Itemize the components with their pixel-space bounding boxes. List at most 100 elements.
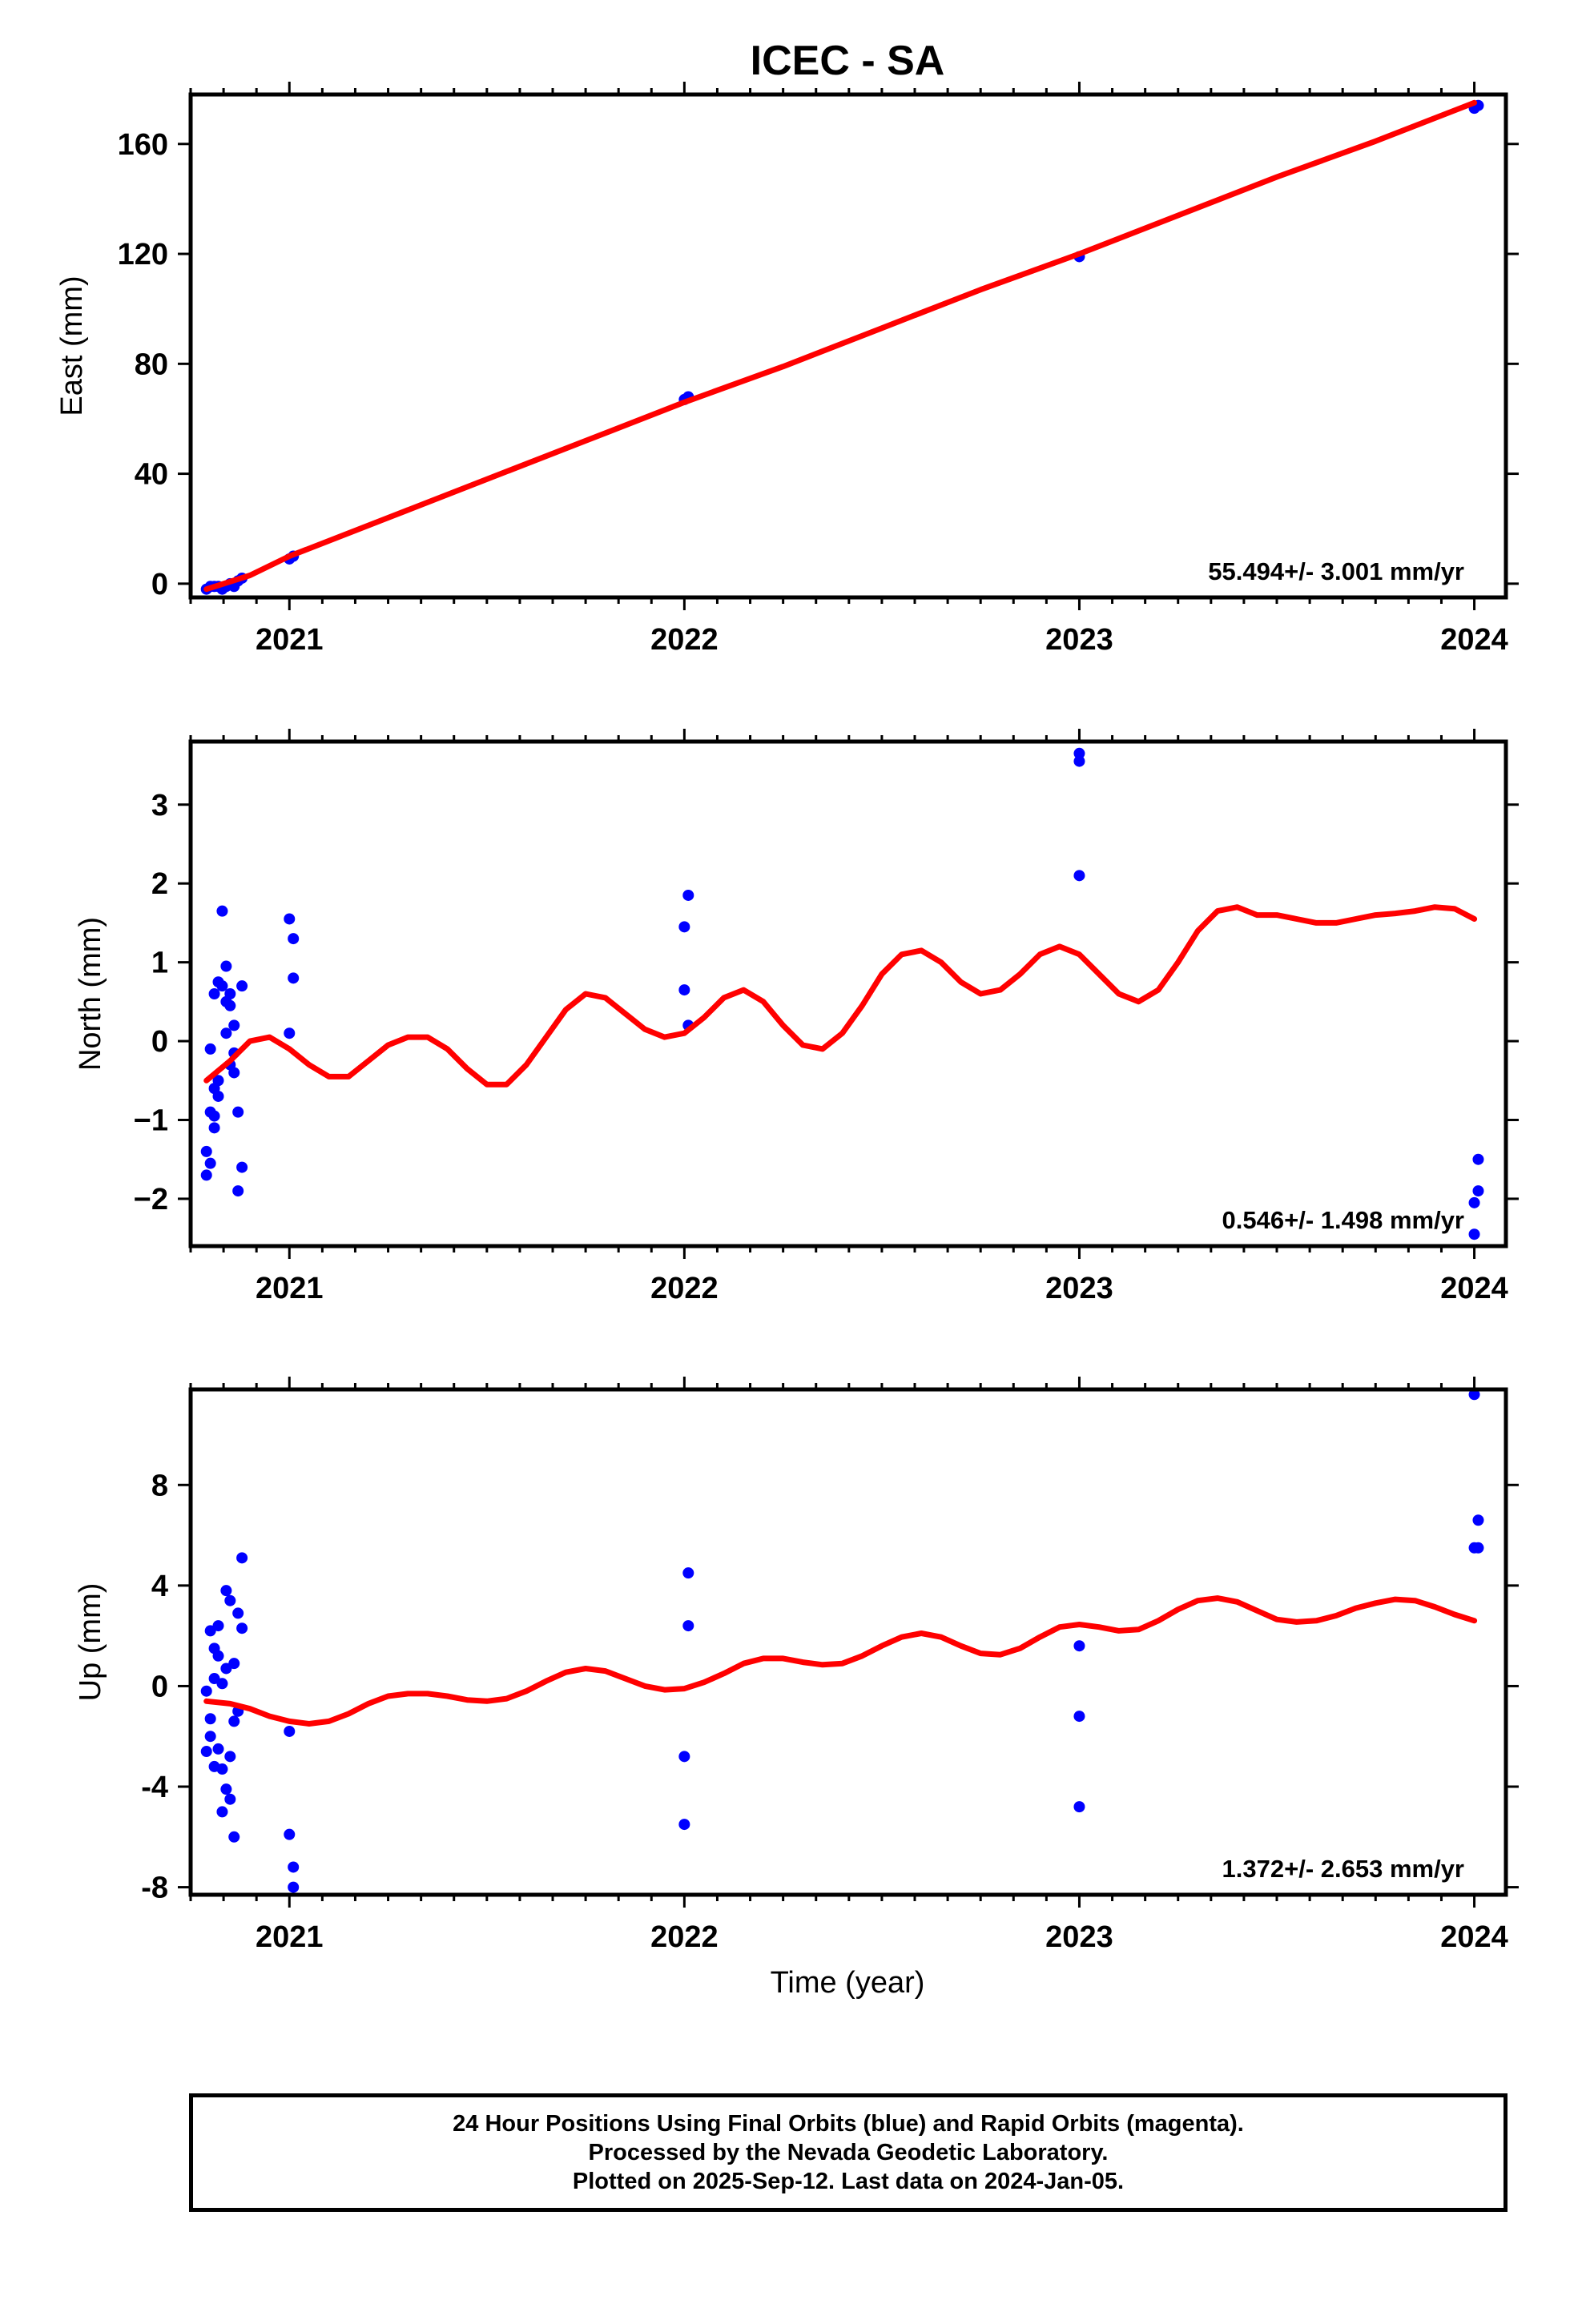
x-tick-label: 2024 (1440, 1920, 1508, 1954)
y-tick-label: 120 (118, 238, 168, 271)
data-point (228, 1715, 240, 1727)
data-point (212, 1743, 224, 1755)
data-point (216, 980, 228, 992)
data-point (1073, 755, 1085, 767)
data-point (212, 1650, 224, 1662)
x-axis-label: Time (year) (771, 1966, 925, 2000)
data-point (678, 1751, 690, 1763)
data-point (208, 1122, 220, 1134)
x-tick-label: 2022 (650, 1272, 719, 1305)
plot-frame (188, 1387, 1508, 1897)
data-point (236, 1622, 248, 1634)
data-point (220, 1027, 232, 1039)
y-tick-label: 80 (135, 348, 168, 381)
data-point (1073, 1640, 1085, 1652)
data-point (224, 999, 236, 1011)
rate-label: 1.372+/- 2.653 mm/yr (1222, 1855, 1464, 1883)
x-tick-label: 2023 (1045, 623, 1113, 657)
data-point (1472, 1185, 1484, 1197)
rate-label: 55.494+/- 3.001 mm/yr (1208, 557, 1464, 585)
data-point (228, 1658, 240, 1670)
y-tick-label: 0 (151, 568, 168, 601)
data-point (236, 1161, 248, 1173)
data-point (216, 1806, 228, 1818)
footer-box: 24 Hour Positions Using Final Orbits (bl… (189, 2093, 1508, 2212)
model-curve (203, 1595, 1478, 1727)
x-tick-label: 2024 (1440, 623, 1508, 657)
data-point (288, 972, 300, 984)
y-tick-label: 8 (151, 1469, 168, 1502)
y-tick-label: 0 (151, 1670, 168, 1703)
data-point (204, 1731, 216, 1743)
data-point (678, 1819, 690, 1831)
data-point (212, 1075, 224, 1087)
east-panel: 2021 2022 2023 2024 0 40 80 120 160 East (mm) 55.4… (55, 82, 1519, 657)
data-point (1073, 747, 1085, 759)
data-point (232, 1607, 244, 1619)
data-point (1073, 1801, 1085, 1813)
y-tick-label: 3 (151, 789, 168, 822)
data-point (284, 913, 296, 925)
data-point (208, 988, 220, 999)
x-tick-label: 2021 (256, 623, 324, 657)
data-point (236, 1552, 248, 1564)
data-point (216, 1678, 228, 1690)
data-point (200, 1169, 212, 1181)
data-point (232, 1106, 244, 1118)
data-point (204, 1713, 216, 1725)
plot-frame (188, 92, 1508, 600)
data-point (200, 1145, 212, 1157)
data-point (284, 1027, 296, 1039)
footer-line-2: Processed by the Nevada Geodetic Laborat… (588, 2140, 1109, 2165)
data-point (224, 1594, 236, 1606)
y-tick-label: −1 (134, 1104, 168, 1138)
data-point (224, 1751, 236, 1763)
up-panel: 2021 2022 2023 2024 -8 -4 0 4 8 Up (mm) 1.372+/- 2… (74, 1377, 1519, 1954)
data-point (1468, 1196, 1480, 1208)
data-point (208, 1110, 220, 1122)
data-point (216, 1763, 228, 1775)
data-point (220, 960, 232, 972)
y-tick-label: -4 (141, 1771, 168, 1804)
data-point (216, 905, 228, 917)
data-point (288, 1881, 300, 1893)
data-point (678, 921, 690, 933)
data-point (236, 980, 248, 992)
y-tick-label: 4 (151, 1570, 168, 1603)
rate-label: 0.546+/- 1.498 mm/yr (1222, 1206, 1464, 1234)
data-point (284, 1725, 296, 1737)
y-tick-label: 2 (151, 867, 168, 901)
data-point (232, 1185, 244, 1197)
y-tick-label: -8 (141, 1872, 168, 1905)
data-point (1073, 1711, 1085, 1723)
data-point (1472, 1542, 1484, 1554)
x-tick-label: 2021 (256, 1920, 324, 1954)
data-point (682, 1620, 694, 1632)
data-point (212, 1620, 224, 1632)
y-axis-label: East (mm) (55, 275, 89, 416)
data-point (1468, 1228, 1480, 1240)
data-point (1468, 1389, 1480, 1401)
data-point (204, 1043, 216, 1055)
data-point (212, 1090, 224, 1102)
y-tick-label: 0 (151, 1025, 168, 1059)
y-axis-label: North (mm) (74, 917, 107, 1071)
data-point (678, 984, 690, 996)
data-point (1073, 870, 1085, 882)
footer-line-1: 24 Hour Positions Using Final Orbits (bl… (453, 2111, 1244, 2137)
data-point (228, 1019, 240, 1031)
data-point (220, 1585, 232, 1597)
data-point (200, 1746, 212, 1758)
model-curve (203, 904, 1478, 1088)
data-point (288, 933, 300, 945)
data-point (288, 1861, 300, 1873)
x-tick-label: 2022 (650, 1920, 719, 1954)
data-point (224, 988, 236, 999)
data-point (228, 1067, 240, 1079)
data-point (224, 1793, 236, 1805)
footer-line-3: Plotted on 2025-Sep-12. Last data on 202… (572, 2169, 1125, 2194)
y-tick-label: −2 (134, 1183, 168, 1216)
x-tick-label: 2022 (650, 623, 719, 657)
model-curve (203, 99, 1478, 593)
